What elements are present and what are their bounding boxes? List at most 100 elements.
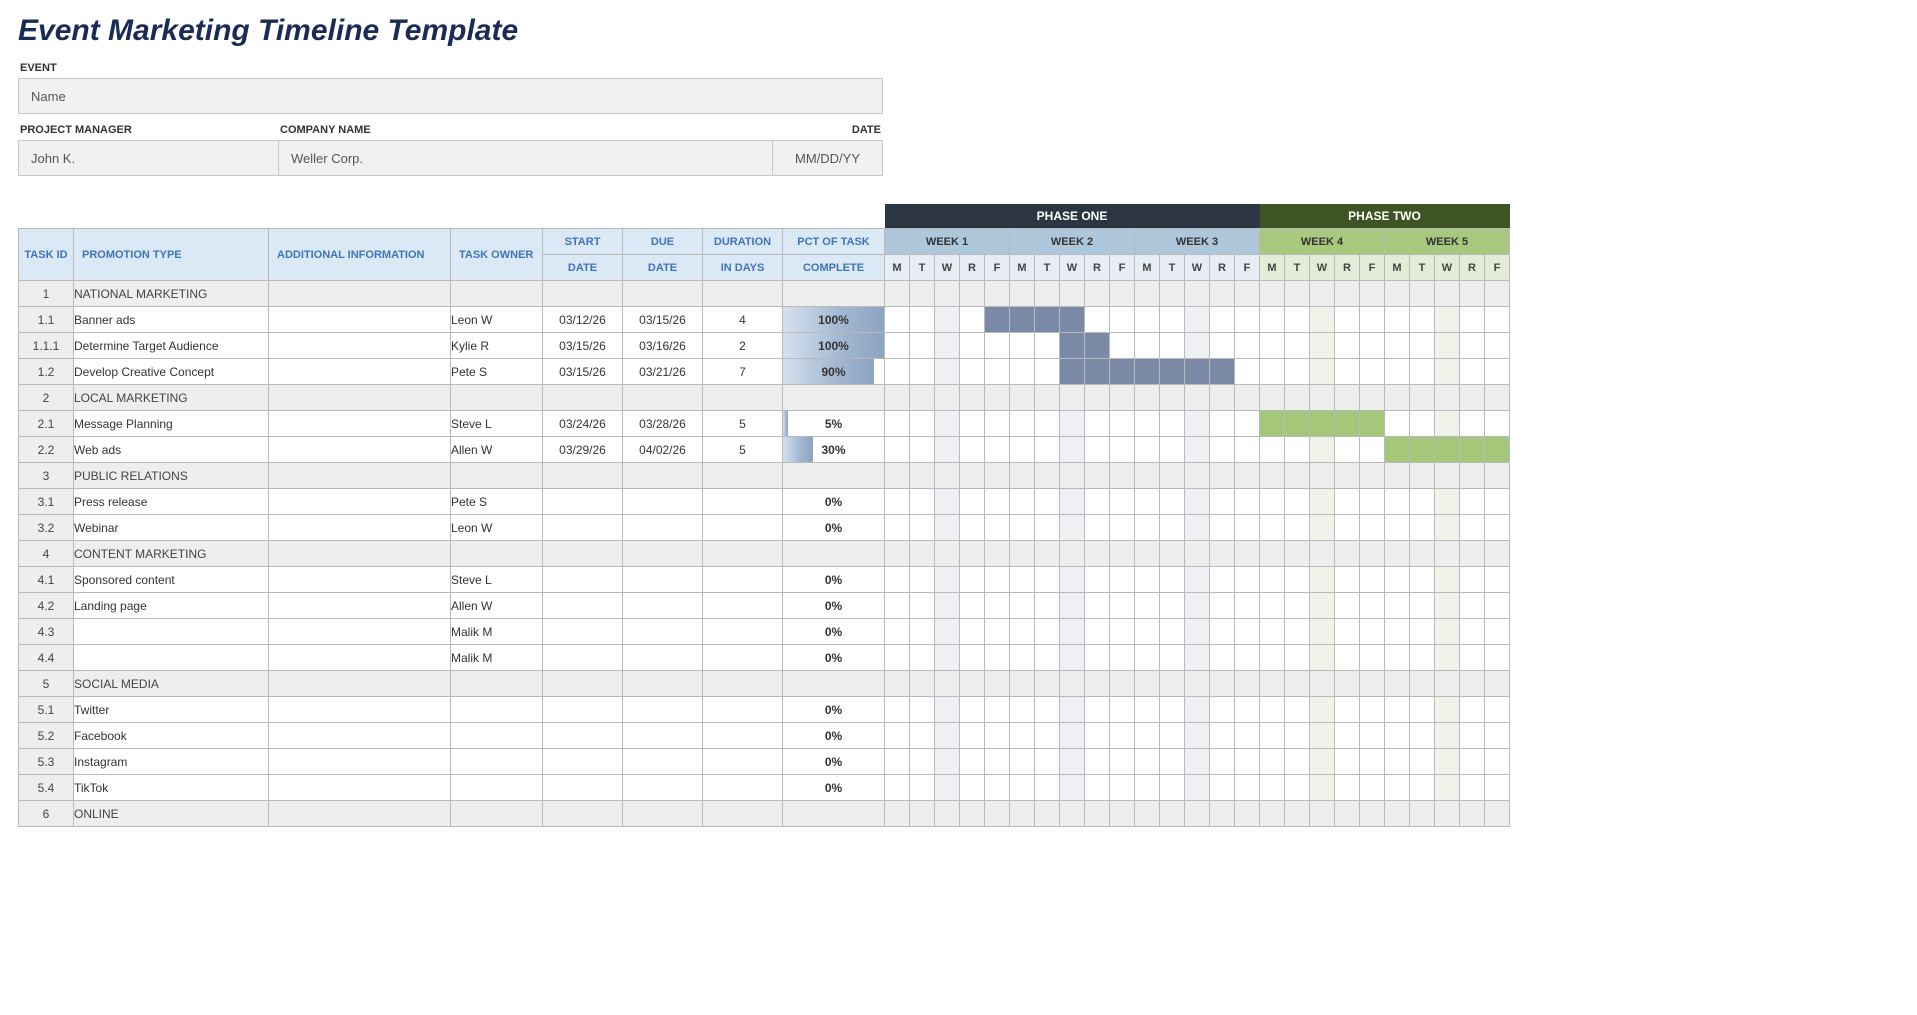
duration-cell[interactable] <box>703 281 783 307</box>
start-cell[interactable] <box>543 645 623 671</box>
promotion-cell[interactable]: Landing page <box>74 593 269 619</box>
pct-cell[interactable]: 30% <box>783 437 885 463</box>
pct-cell[interactable] <box>783 385 885 411</box>
owner-cell[interactable]: Pete S <box>451 359 543 385</box>
duration-cell[interactable]: 5 <box>703 411 783 437</box>
owner-cell[interactable] <box>451 463 543 489</box>
due-cell[interactable] <box>623 489 703 515</box>
duration-cell[interactable] <box>703 645 783 671</box>
start-cell[interactable] <box>543 775 623 801</box>
due-cell[interactable] <box>623 775 703 801</box>
pct-cell[interactable] <box>783 463 885 489</box>
info-cell[interactable] <box>269 749 451 775</box>
due-cell[interactable]: 03/15/26 <box>623 307 703 333</box>
pct-cell[interactable] <box>783 281 885 307</box>
promotion-cell[interactable] <box>74 619 269 645</box>
start-cell[interactable] <box>543 697 623 723</box>
due-cell[interactable] <box>623 697 703 723</box>
promotion-cell[interactable]: PUBLIC RELATIONS <box>74 463 269 489</box>
promotion-cell[interactable]: CONTENT MARKETING <box>74 541 269 567</box>
due-cell[interactable]: 04/02/26 <box>623 437 703 463</box>
promotion-cell[interactable]: Instagram <box>74 749 269 775</box>
info-cell[interactable] <box>269 385 451 411</box>
promotion-cell[interactable] <box>74 645 269 671</box>
pct-cell[interactable]: 0% <box>783 619 885 645</box>
promotion-cell[interactable]: NATIONAL MARKETING <box>74 281 269 307</box>
start-cell[interactable] <box>543 593 623 619</box>
pct-cell[interactable] <box>783 541 885 567</box>
start-cell[interactable] <box>543 541 623 567</box>
duration-cell[interactable] <box>703 697 783 723</box>
pct-cell[interactable]: 0% <box>783 749 885 775</box>
owner-cell[interactable]: Allen W <box>451 437 543 463</box>
promotion-cell[interactable]: SOCIAL MEDIA <box>74 671 269 697</box>
info-cell[interactable] <box>269 411 451 437</box>
promotion-cell[interactable]: TikTok <box>74 775 269 801</box>
start-cell[interactable] <box>543 515 623 541</box>
info-cell[interactable] <box>269 723 451 749</box>
start-cell[interactable]: 03/15/26 <box>543 333 623 359</box>
info-cell[interactable] <box>269 697 451 723</box>
start-cell[interactable] <box>543 567 623 593</box>
promotion-cell[interactable]: Message Planning <box>74 411 269 437</box>
start-cell[interactable] <box>543 463 623 489</box>
duration-cell[interactable] <box>703 619 783 645</box>
promotion-cell[interactable]: Sponsored content <box>74 567 269 593</box>
start-cell[interactable] <box>543 489 623 515</box>
due-cell[interactable] <box>623 281 703 307</box>
duration-cell[interactable] <box>703 749 783 775</box>
duration-cell[interactable]: 4 <box>703 307 783 333</box>
info-cell[interactable] <box>269 593 451 619</box>
event-value[interactable]: Name <box>18 78 883 114</box>
info-cell[interactable] <box>269 281 451 307</box>
pct-cell[interactable] <box>783 801 885 827</box>
owner-cell[interactable]: Kylie R <box>451 333 543 359</box>
pct-cell[interactable]: 5% <box>783 411 885 437</box>
start-cell[interactable]: 03/29/26 <box>543 437 623 463</box>
due-cell[interactable] <box>623 671 703 697</box>
promotion-cell[interactable]: Twitter <box>74 697 269 723</box>
promotion-cell[interactable]: Web ads <box>74 437 269 463</box>
start-cell[interactable] <box>543 671 623 697</box>
duration-cell[interactable] <box>703 489 783 515</box>
owner-cell[interactable]: Steve L <box>451 567 543 593</box>
pct-cell[interactable]: 0% <box>783 645 885 671</box>
owner-cell[interactable]: Steve L <box>451 411 543 437</box>
due-cell[interactable] <box>623 801 703 827</box>
info-cell[interactable] <box>269 463 451 489</box>
owner-cell[interactable]: Pete S <box>451 489 543 515</box>
due-cell[interactable] <box>623 723 703 749</box>
owner-cell[interactable] <box>451 385 543 411</box>
duration-cell[interactable] <box>703 385 783 411</box>
due-cell[interactable] <box>623 593 703 619</box>
due-cell[interactable] <box>623 515 703 541</box>
duration-cell[interactable] <box>703 671 783 697</box>
owner-cell[interactable]: Leon W <box>451 515 543 541</box>
duration-cell[interactable] <box>703 515 783 541</box>
due-cell[interactable] <box>623 385 703 411</box>
duration-cell[interactable] <box>703 801 783 827</box>
pct-cell[interactable]: 100% <box>783 333 885 359</box>
owner-cell[interactable] <box>451 281 543 307</box>
info-cell[interactable] <box>269 515 451 541</box>
due-cell[interactable] <box>623 619 703 645</box>
info-cell[interactable] <box>269 671 451 697</box>
owner-cell[interactable]: Malik M <box>451 645 543 671</box>
due-cell[interactable] <box>623 749 703 775</box>
duration-cell[interactable] <box>703 567 783 593</box>
info-cell[interactable] <box>269 619 451 645</box>
duration-cell[interactable] <box>703 775 783 801</box>
info-cell[interactable] <box>269 541 451 567</box>
info-cell[interactable] <box>269 775 451 801</box>
due-cell[interactable] <box>623 541 703 567</box>
start-cell[interactable] <box>543 723 623 749</box>
start-cell[interactable] <box>543 385 623 411</box>
due-cell[interactable]: 03/21/26 <box>623 359 703 385</box>
owner-cell[interactable] <box>451 749 543 775</box>
due-cell[interactable] <box>623 645 703 671</box>
promotion-cell[interactable]: Banner ads <box>74 307 269 333</box>
pct-cell[interactable]: 100% <box>783 307 885 333</box>
pct-cell[interactable]: 0% <box>783 775 885 801</box>
owner-cell[interactable] <box>451 723 543 749</box>
info-cell[interactable] <box>269 567 451 593</box>
